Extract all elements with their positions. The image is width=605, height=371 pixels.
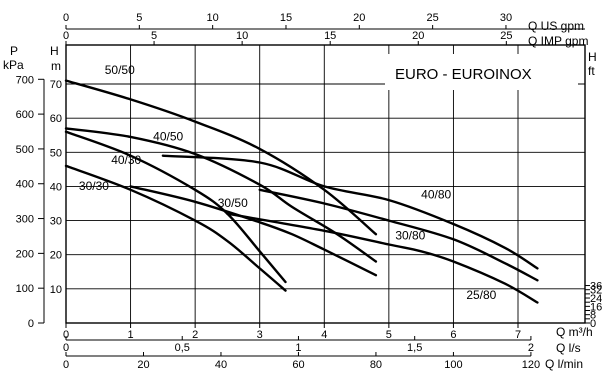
x-usgpm-tick-label: 5 xyxy=(136,12,142,24)
series-curve-30-50 xyxy=(129,185,378,277)
x-lmin-label: Q l/min xyxy=(545,357,583,371)
y-ft-tick-label: 8 xyxy=(590,310,596,322)
x-lmin-tick-label: 20 xyxy=(137,359,149,371)
series-curve-40-30 xyxy=(64,130,287,284)
x-impgpm-tick-label: 25 xyxy=(500,30,512,42)
series-curve-40-80 xyxy=(161,154,539,270)
y-m-label-top: H xyxy=(50,44,59,58)
series-label-40-30: 40/30 xyxy=(111,153,141,167)
title-box xyxy=(385,54,578,90)
x-m3h-tick-label: 2 xyxy=(192,329,198,341)
x-m3h-tick-label: 6 xyxy=(450,329,456,341)
x-impgpm-label: Q IMP gpm xyxy=(528,34,588,48)
x-lmin-tick-label: 40 xyxy=(215,359,227,371)
series-curve-50-50 xyxy=(64,79,378,236)
x-usgpm-tick-label: 10 xyxy=(207,12,219,24)
y-m-label-bottom: m xyxy=(51,59,61,73)
x-impgpm-tick-label: 15 xyxy=(324,30,336,42)
y-kpa-label-top: P xyxy=(10,44,18,58)
series-curve-30-80 xyxy=(258,188,539,282)
x-lmin-tick-label: 80 xyxy=(370,359,382,371)
y-kpa-label-bottom: kPa xyxy=(3,58,24,72)
x-ls-label: Q l/s xyxy=(556,341,581,355)
x-usgpm-tick-label: 25 xyxy=(427,12,439,24)
y-kpa-tick-label: 600 xyxy=(16,109,34,121)
y-m-tick-label: 30 xyxy=(50,216,62,228)
x-usgpm-tick-label: 0 xyxy=(63,12,69,24)
x-m3h-tick-label: 5 xyxy=(386,329,392,341)
x-m3h-tick-label: 3 xyxy=(257,329,263,341)
y-kpa-tick-label: 0 xyxy=(28,318,34,330)
x-m3h-tick-label: 0 xyxy=(63,329,69,341)
x-m3h-tick-label: 7 xyxy=(515,329,521,341)
y-ft-tick-label: 32 xyxy=(590,285,602,297)
x-m3h-label: Q m³/h xyxy=(556,325,593,339)
series-label-30-50: 30/50 xyxy=(218,196,248,210)
y-ft-label-bottom: ft xyxy=(588,64,595,78)
series-curve-25-80 xyxy=(226,212,539,304)
y-m-tick-label: 10 xyxy=(50,284,62,296)
x-m3h-tick-label: 4 xyxy=(321,329,327,341)
x-lmin-tick-label: 60 xyxy=(292,359,304,371)
x-usgpm-tick-label: 30 xyxy=(500,12,512,24)
y-m-tick-label: 70 xyxy=(50,79,62,91)
series-label-25-80: 25/80 xyxy=(466,288,496,302)
y-m-tick-label: 40 xyxy=(50,181,62,193)
x-ls-tick-label: 2 xyxy=(528,342,534,354)
y-kpa-tick-label: 200 xyxy=(16,248,34,260)
y-kpa-tick-label: 300 xyxy=(16,214,34,226)
y-m-tick-label: 20 xyxy=(50,250,62,262)
series-label-40-80: 40/80 xyxy=(421,187,451,201)
x-usgpm-label: Q US gpm xyxy=(528,19,584,33)
chart-title: EURO - EUROINOX xyxy=(395,66,532,83)
x-usgpm-tick-label: 15 xyxy=(280,12,292,24)
series-label-40-50: 40/50 xyxy=(153,129,183,143)
y-ft-tick-label: 16 xyxy=(590,301,602,313)
x-impgpm-tick-label: 0 xyxy=(63,30,69,42)
y-m-tick-label: 50 xyxy=(50,147,62,159)
x-lmin-tick-label: 120 xyxy=(522,359,540,371)
y-kpa-tick-label: 400 xyxy=(16,179,34,191)
x-usgpm-tick-label: 20 xyxy=(353,12,365,24)
series-label-30-30: 30/30 xyxy=(79,179,109,193)
grid-lines xyxy=(66,45,585,323)
x-lmin-tick-label: 100 xyxy=(444,359,462,371)
y-kpa-tick-label: 100 xyxy=(16,283,34,295)
x-ls-tick-label: 1,5 xyxy=(407,342,422,354)
y-kpa-tick-label: 500 xyxy=(16,144,34,156)
y-ft-tick-label: 36 xyxy=(590,281,602,293)
x-impgpm-tick-label: 20 xyxy=(412,30,424,42)
x-lmin-tick-label: 0 xyxy=(63,359,69,371)
x-m3h-tick-label: 1 xyxy=(128,329,134,341)
x-impgpm-tick-label: 5 xyxy=(151,30,157,42)
x-impgpm-tick-label: 10 xyxy=(236,30,248,42)
series-curves xyxy=(64,79,539,304)
series-curve-30-30 xyxy=(64,164,287,292)
series-label-30-80: 30/80 xyxy=(395,228,425,242)
x-ls-tick-label: 1 xyxy=(295,342,301,354)
y-ft-label-top: H xyxy=(588,50,597,64)
y-m-tick-label: 60 xyxy=(50,113,62,125)
plot-frame xyxy=(65,44,586,324)
x-ls-tick-label: 0 xyxy=(63,342,69,354)
series-label-50-50: 50/50 xyxy=(105,63,135,77)
x-ls-tick-label: 0,5 xyxy=(175,342,190,354)
y-ft-tick-label: 24 xyxy=(590,293,602,305)
y-ft-tick-label: 0 xyxy=(590,318,596,330)
y-kpa-tick-label: 700 xyxy=(16,74,34,86)
